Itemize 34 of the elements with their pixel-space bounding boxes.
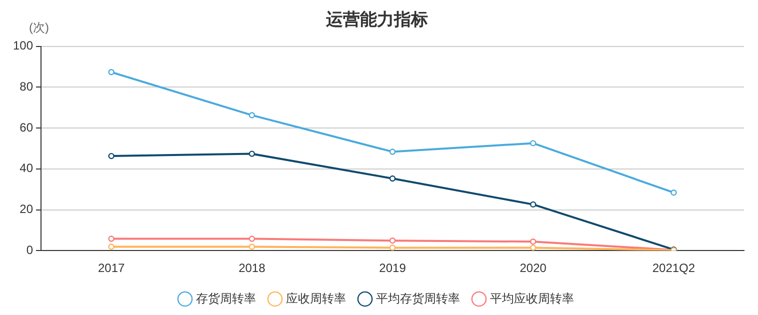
point [108,244,114,250]
x-tick-label: 2017 [98,261,125,276]
y-tick-label: 20 [20,202,34,216]
point [248,244,256,250]
x-tick-label: 2019 [379,261,406,276]
point [530,201,536,208]
legend-label: 平均应收周转率 [490,291,574,306]
point [530,238,536,245]
point [108,69,114,76]
point [248,150,256,157]
y-tick-label: 40 [20,161,34,176]
point [108,152,114,160]
legend-label: 应收周转率 [286,291,346,306]
point [389,148,396,155]
point [530,244,536,251]
y-axis-title: (次) [29,20,50,35]
point [248,236,256,242]
point [108,236,114,242]
legend-label: 平均存货周转率 [376,291,460,306]
point [530,140,536,146]
legend-label: 存货周转率 [196,291,256,306]
point [389,175,396,182]
point [389,244,396,251]
point [248,112,256,118]
x-tick-label: 2018 [238,261,266,276]
y-tick-label: 100 [12,38,34,53]
chart-title: 运营能力指标 [325,10,428,29]
point [670,190,677,196]
y-tick-label: 80 [20,80,34,94]
x-tick-label: 2021Q2 [652,261,696,276]
x-tick-label: 2020 [520,261,547,276]
y-tick-label: 0 [26,242,34,257]
y-tick-label: 60 [20,120,34,134]
point [389,237,396,244]
